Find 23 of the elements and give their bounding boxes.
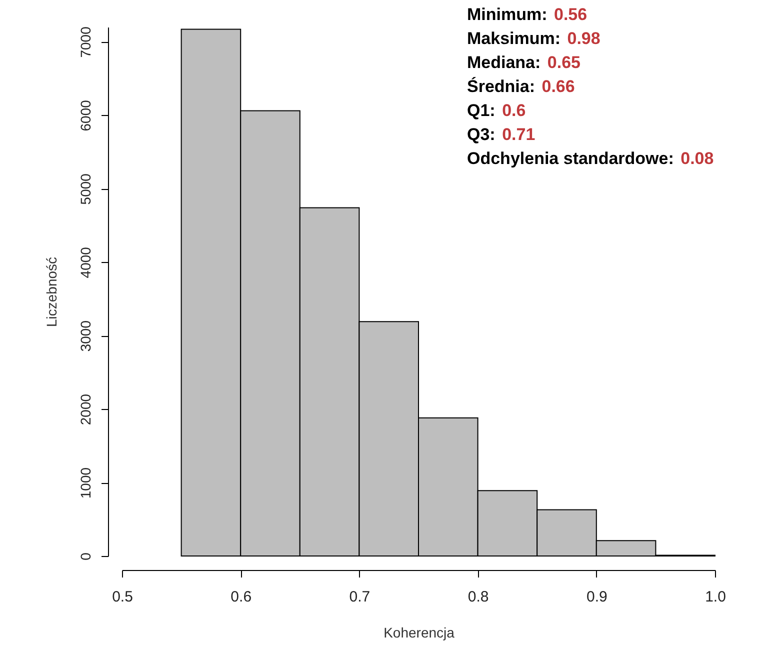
x-tick-label: 0.8 bbox=[468, 588, 489, 606]
x-tick-label: 0.5 bbox=[112, 588, 133, 606]
annotation: Q1: 0.6 bbox=[467, 101, 526, 120]
y-tick-label: 6000 bbox=[78, 100, 94, 132]
annotation: Odchylenia standardowe: 0.08 bbox=[467, 149, 714, 168]
annotation: Mediana: 0.65 bbox=[467, 53, 580, 72]
y-tick-label: 0 bbox=[78, 552, 94, 560]
y-tick-label: 1000 bbox=[78, 467, 94, 499]
x-tick-label: 0.6 bbox=[230, 588, 252, 606]
annotation: Q3: 0.71 bbox=[467, 125, 536, 144]
x-tick-label: 0.9 bbox=[586, 588, 608, 606]
y-axis-title: Liczebność bbox=[44, 256, 60, 328]
y-tick-label: 7000 bbox=[78, 26, 94, 58]
annotation: Średnia: 0.66 bbox=[467, 76, 575, 96]
y-tick-label: 3000 bbox=[78, 320, 94, 352]
x-tick-label: 0.7 bbox=[349, 588, 370, 606]
y-tick-label: 5000 bbox=[78, 173, 94, 205]
text: Minimum: 0.56 bbox=[467, 5, 588, 24]
x-tick-label: 1.0 bbox=[705, 588, 726, 606]
annotation: Maksimum: 0.98 bbox=[467, 29, 600, 48]
y-tick-label: 4000 bbox=[78, 246, 94, 278]
x-axis-title: Koherencja bbox=[384, 624, 455, 640]
y-tick-label: 2000 bbox=[78, 394, 94, 426]
